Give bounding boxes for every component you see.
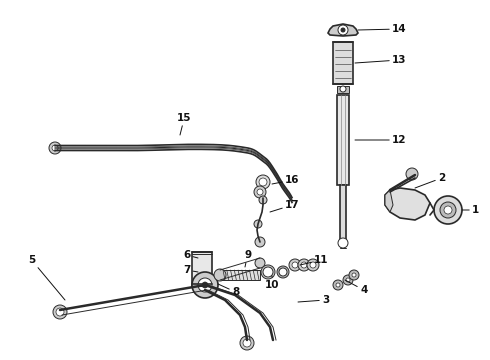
Circle shape (261, 265, 275, 279)
Circle shape (346, 278, 350, 282)
Text: 11: 11 (300, 255, 328, 265)
Circle shape (298, 259, 310, 271)
Bar (220, 270, 260, 280)
Circle shape (277, 266, 289, 278)
Circle shape (202, 282, 208, 288)
Text: 2: 2 (415, 173, 445, 188)
Circle shape (243, 339, 251, 347)
Polygon shape (328, 24, 358, 36)
Bar (333, 42, 353, 84)
Circle shape (256, 175, 270, 189)
Circle shape (279, 268, 287, 276)
Circle shape (192, 272, 218, 298)
Text: 10: 10 (265, 276, 279, 290)
Circle shape (289, 259, 301, 271)
Circle shape (257, 189, 263, 195)
Circle shape (52, 145, 58, 151)
Text: 7: 7 (183, 265, 198, 275)
Circle shape (254, 186, 266, 198)
Circle shape (341, 28, 345, 32)
Circle shape (56, 308, 64, 316)
Circle shape (53, 305, 67, 319)
Circle shape (340, 86, 346, 92)
Circle shape (255, 237, 265, 247)
Circle shape (198, 278, 212, 292)
Circle shape (406, 168, 418, 180)
Circle shape (333, 280, 343, 290)
Text: 16: 16 (272, 175, 299, 185)
Text: 4: 4 (345, 280, 368, 295)
Circle shape (338, 25, 348, 35)
Circle shape (310, 262, 316, 268)
Circle shape (440, 202, 456, 218)
Circle shape (214, 269, 226, 281)
Circle shape (336, 283, 340, 287)
Text: 17: 17 (270, 200, 299, 212)
Text: 14: 14 (358, 24, 407, 34)
Polygon shape (385, 188, 430, 220)
Polygon shape (385, 190, 393, 212)
Circle shape (434, 196, 462, 224)
Circle shape (338, 238, 348, 248)
Circle shape (255, 258, 265, 268)
Circle shape (254, 220, 262, 228)
Bar (337, 95, 349, 185)
Circle shape (263, 267, 273, 277)
Circle shape (292, 262, 298, 268)
Bar (340, 185, 346, 240)
Circle shape (259, 178, 267, 186)
Bar (337, 86, 349, 93)
Circle shape (343, 275, 353, 285)
Circle shape (307, 259, 319, 271)
Circle shape (349, 270, 359, 280)
Circle shape (49, 142, 61, 154)
Text: 5: 5 (28, 255, 65, 300)
Circle shape (301, 262, 307, 268)
Circle shape (240, 336, 254, 350)
Text: 3: 3 (298, 295, 329, 305)
Text: 13: 13 (355, 55, 407, 65)
Circle shape (352, 273, 356, 277)
Text: 9: 9 (244, 250, 251, 267)
Bar (192, 252, 212, 286)
Text: 1: 1 (462, 205, 479, 215)
Circle shape (259, 196, 267, 204)
Text: 12: 12 (355, 135, 407, 145)
Text: 6: 6 (183, 250, 198, 260)
Text: 15: 15 (177, 113, 192, 135)
Circle shape (444, 206, 452, 214)
Text: 8: 8 (218, 284, 239, 297)
